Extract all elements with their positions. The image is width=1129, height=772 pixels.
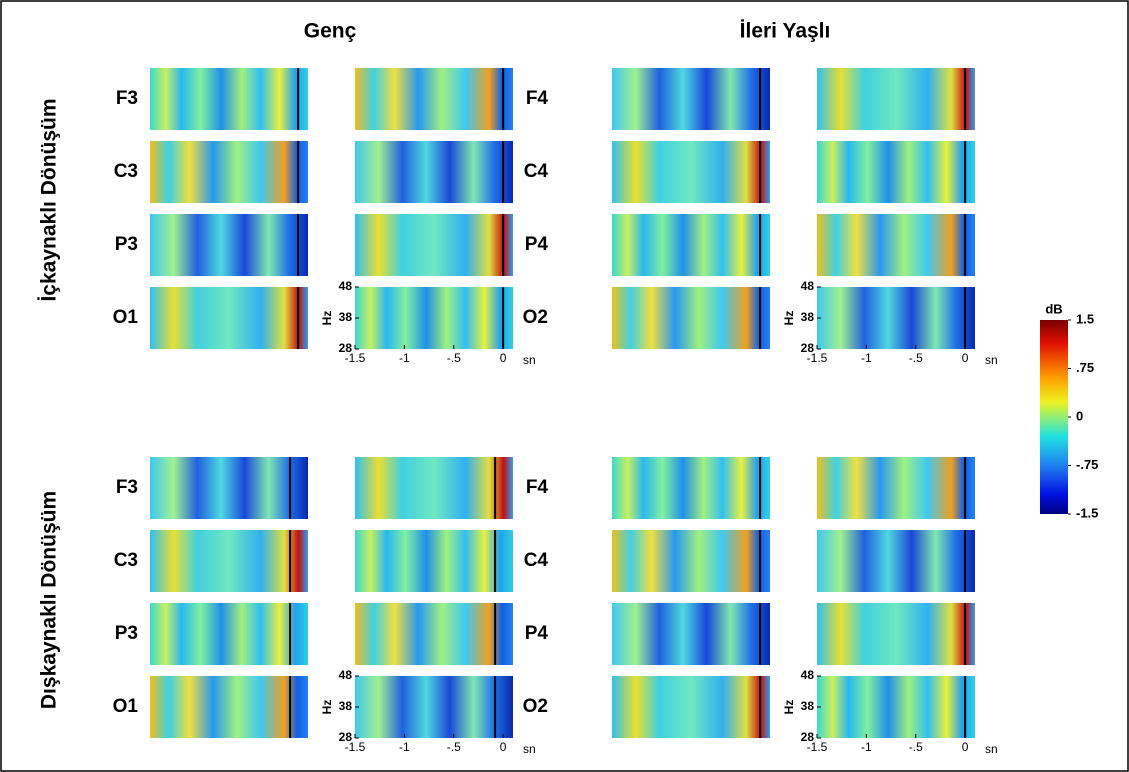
heatmap-panel — [817, 457, 975, 519]
heatmap-panel — [150, 287, 308, 349]
colorbar-tick-label: -1.5 — [1076, 505, 1098, 520]
y-tick-label: 28 — [339, 341, 353, 355]
heatmap-panel — [612, 676, 770, 738]
y-tick-label: 28 — [339, 730, 353, 744]
y-axis-label: Hz — [782, 700, 796, 715]
y-tick-label: 48 — [801, 668, 815, 682]
colorbar-label: dB — [1045, 301, 1062, 316]
heatmap-panel — [150, 603, 308, 665]
heatmap-panel — [150, 214, 308, 276]
heatmap-panel — [355, 141, 513, 203]
channel-label: C3 — [114, 550, 138, 571]
heatmap-panel — [355, 214, 513, 276]
x-tick-label: -.5 — [909, 351, 923, 365]
y-tick-label: 48 — [339, 668, 353, 682]
heatmap-panel — [355, 457, 513, 519]
x-tick-label: -1.5 — [807, 740, 828, 754]
heatmap-panel — [150, 676, 308, 738]
x-axis-label: sn — [523, 742, 536, 756]
heatmap-panel — [817, 68, 975, 130]
heatmap-panel — [817, 214, 975, 276]
channel-label: P3 — [115, 234, 138, 255]
x-tick-label: -.5 — [447, 740, 461, 754]
channel-label: F3 — [116, 477, 138, 498]
channel-label: O2 — [523, 696, 548, 717]
channel-label: O1 — [113, 696, 139, 717]
y-tick-label: 38 — [339, 310, 353, 324]
x-axis-label: sn — [985, 353, 998, 367]
heatmap-panel — [817, 603, 975, 665]
x-axis-label: sn — [523, 353, 536, 367]
x-tick-label: -1.5 — [807, 351, 828, 365]
heatmap-panel — [612, 287, 770, 349]
y-tick-label: 28 — [801, 341, 815, 355]
heatmap-panel — [355, 287, 513, 349]
heatmap-panel — [817, 287, 975, 349]
x-tick-label: -1 — [861, 351, 872, 365]
y-tick-label: 28 — [801, 730, 815, 744]
colorbar-tick-label: .75 — [1076, 360, 1094, 375]
x-tick-label: -1.5 — [345, 351, 366, 365]
channel-label: P4 — [525, 623, 549, 644]
column-title: Genç — [304, 20, 357, 43]
y-tick-label: 38 — [339, 699, 353, 713]
x-tick-label: -.5 — [909, 740, 923, 754]
heatmap-panel — [150, 530, 308, 592]
colorbar — [1040, 320, 1068, 514]
heatmap-panel — [150, 68, 308, 130]
x-tick-label: -1 — [399, 351, 410, 365]
x-tick-label: -.5 — [447, 351, 461, 365]
heatmap-panel — [612, 68, 770, 130]
channel-label: P3 — [115, 623, 138, 644]
colorbar-tick-label: 0 — [1076, 408, 1083, 423]
column-title: İleri Yaşlı — [740, 20, 831, 43]
heatmap-panel — [150, 457, 308, 519]
channel-label: C4 — [524, 550, 549, 571]
y-tick-label: 48 — [801, 279, 815, 293]
heatmap-panel — [612, 214, 770, 276]
channel-label: P4 — [525, 234, 549, 255]
heatmap-panel — [612, 457, 770, 519]
x-tick-label: -1.5 — [345, 740, 366, 754]
x-axis-label: sn — [985, 742, 998, 756]
channel-label: F3 — [116, 88, 138, 109]
x-tick-label: 0 — [962, 740, 969, 754]
heatmap-panel — [612, 530, 770, 592]
channel-label: O1 — [113, 307, 139, 328]
heatmap-panel — [355, 603, 513, 665]
channel-label: C3 — [114, 161, 138, 182]
y-axis-label: Hz — [782, 311, 796, 326]
heatmap-panel — [355, 530, 513, 592]
x-tick-label: 0 — [500, 740, 507, 754]
heatmap-panel — [817, 530, 975, 592]
y-axis-label: Hz — [320, 700, 334, 715]
heatmap-panel — [355, 676, 513, 738]
heatmap-panel — [817, 141, 975, 203]
heatmap-panel — [150, 141, 308, 203]
colorbar-tick-label: 1.5 — [1076, 311, 1094, 326]
channel-label: C4 — [524, 161, 549, 182]
channel-label: F4 — [526, 88, 549, 109]
channel-label: O2 — [523, 307, 548, 328]
heatmap-panel — [612, 603, 770, 665]
y-axis-label: Hz — [320, 311, 334, 326]
y-tick-label: 48 — [339, 279, 353, 293]
heatmap-panel — [817, 676, 975, 738]
x-tick-label: -1 — [861, 740, 872, 754]
y-tick-label: 38 — [801, 310, 815, 324]
channel-label: F4 — [526, 477, 549, 498]
row-title: Dışkaynaklı Dönüşüm — [38, 491, 61, 709]
colorbar-tick-label: -.75 — [1076, 457, 1098, 472]
x-tick-label: -1 — [399, 740, 410, 754]
y-tick-label: 38 — [801, 699, 815, 713]
heatmap-panel — [355, 68, 513, 130]
row-title: İçkaynaklı Dönüşüm — [38, 98, 61, 301]
heatmap-panel — [612, 141, 770, 203]
x-tick-label: 0 — [500, 351, 507, 365]
x-tick-label: 0 — [962, 351, 969, 365]
